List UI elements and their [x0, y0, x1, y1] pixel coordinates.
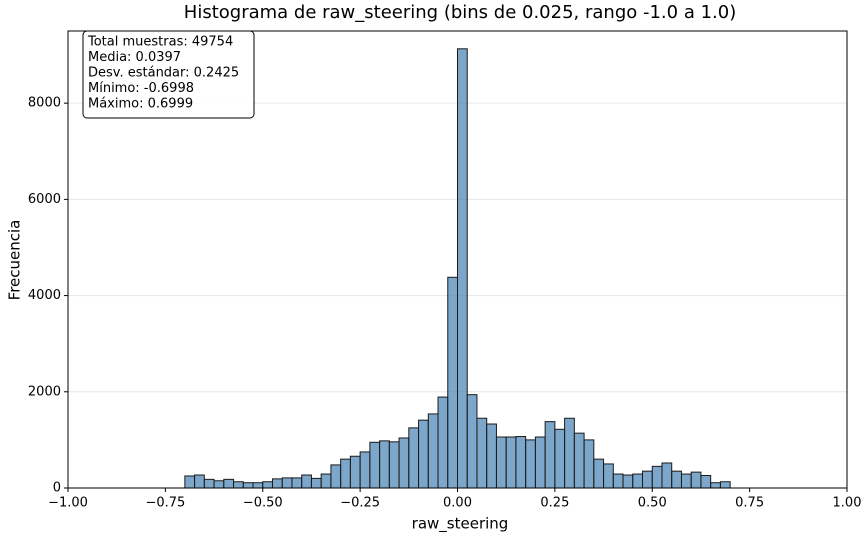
bar: [680, 473, 692, 489]
bar: [515, 436, 527, 489]
bar: [632, 473, 644, 489]
bar: [700, 474, 712, 489]
bar: [291, 477, 303, 489]
bar: [320, 473, 332, 489]
bar: [651, 465, 663, 489]
bar: [388, 441, 400, 489]
x-tick-label: 0.75: [735, 496, 764, 511]
bar: [252, 482, 264, 489]
y-tick-label: 8000: [28, 96, 61, 111]
bar: [573, 432, 585, 489]
bar: [281, 477, 293, 489]
bar: [242, 482, 254, 489]
bar: [583, 439, 595, 489]
stats-box: [82, 30, 255, 119]
bar: [359, 451, 371, 489]
bar: [593, 458, 605, 489]
bar: [719, 481, 731, 489]
bar: [661, 462, 673, 489]
y-tick-label: 0: [53, 481, 61, 496]
bar: [564, 417, 575, 489]
bar: [233, 481, 244, 489]
bar: [544, 421, 556, 489]
bar: [340, 458, 351, 489]
bar: [437, 396, 449, 489]
bar: [476, 417, 488, 489]
bar: [398, 437, 410, 489]
bar: [194, 474, 205, 489]
bar: [622, 474, 634, 489]
bar: [505, 436, 517, 489]
bar: [301, 474, 312, 489]
bar: [427, 413, 439, 489]
bar: [457, 48, 468, 489]
bar: [671, 470, 682, 489]
bar: [271, 478, 283, 489]
bar: [603, 463, 614, 489]
bar: [642, 470, 653, 489]
bar: [418, 419, 429, 489]
x-tick-label: 0.50: [638, 496, 667, 511]
x-axis-label: raw_steering: [412, 515, 509, 534]
bar: [408, 427, 420, 489]
bar: [369, 441, 381, 489]
plot-frame: [67, 30, 848, 489]
bar: [466, 394, 478, 489]
bar: [554, 428, 566, 489]
bar: [447, 276, 459, 489]
x-tick-label: −1.00: [48, 496, 88, 511]
x-tick-label: −0.50: [243, 496, 283, 511]
stats-line: Total muestras: 49754: [87, 35, 233, 50]
x-tick-label: 0.25: [540, 496, 569, 511]
y-tick-label: 6000: [28, 192, 61, 207]
x-tick-label: 0.00: [443, 496, 472, 511]
y-tick-label: 2000: [28, 384, 61, 399]
x-tick-label: 1.00: [833, 496, 862, 511]
bar: [379, 440, 390, 489]
bar: [495, 436, 507, 489]
bar: [223, 478, 235, 489]
bar: [262, 481, 273, 489]
x-tick-label: −0.75: [145, 496, 185, 511]
bar: [349, 455, 361, 489]
bar: [203, 478, 215, 489]
bar: [486, 423, 497, 489]
bar: [525, 439, 536, 489]
bar: [690, 471, 702, 489]
y-axis-label: Frecuencia: [6, 220, 24, 301]
y-tick-label: 4000: [28, 288, 61, 303]
stats-line: Máximo: 0.6999: [88, 97, 193, 112]
bar: [330, 464, 342, 489]
chart-title: Histograma de raw_steering (bins de 0.02…: [184, 2, 736, 23]
bar: [213, 480, 225, 489]
stats-line: Media: 0.0397: [88, 50, 181, 65]
bar: [612, 473, 624, 489]
bar: [184, 475, 196, 489]
x-tick-label: −0.25: [340, 496, 380, 511]
bar: [310, 477, 322, 489]
bar: [534, 436, 546, 489]
bar: [710, 482, 721, 489]
stats-line: Mínimo: -0.6998: [88, 81, 194, 96]
stats-line: Desv. estándar: 0.2425: [88, 66, 239, 81]
